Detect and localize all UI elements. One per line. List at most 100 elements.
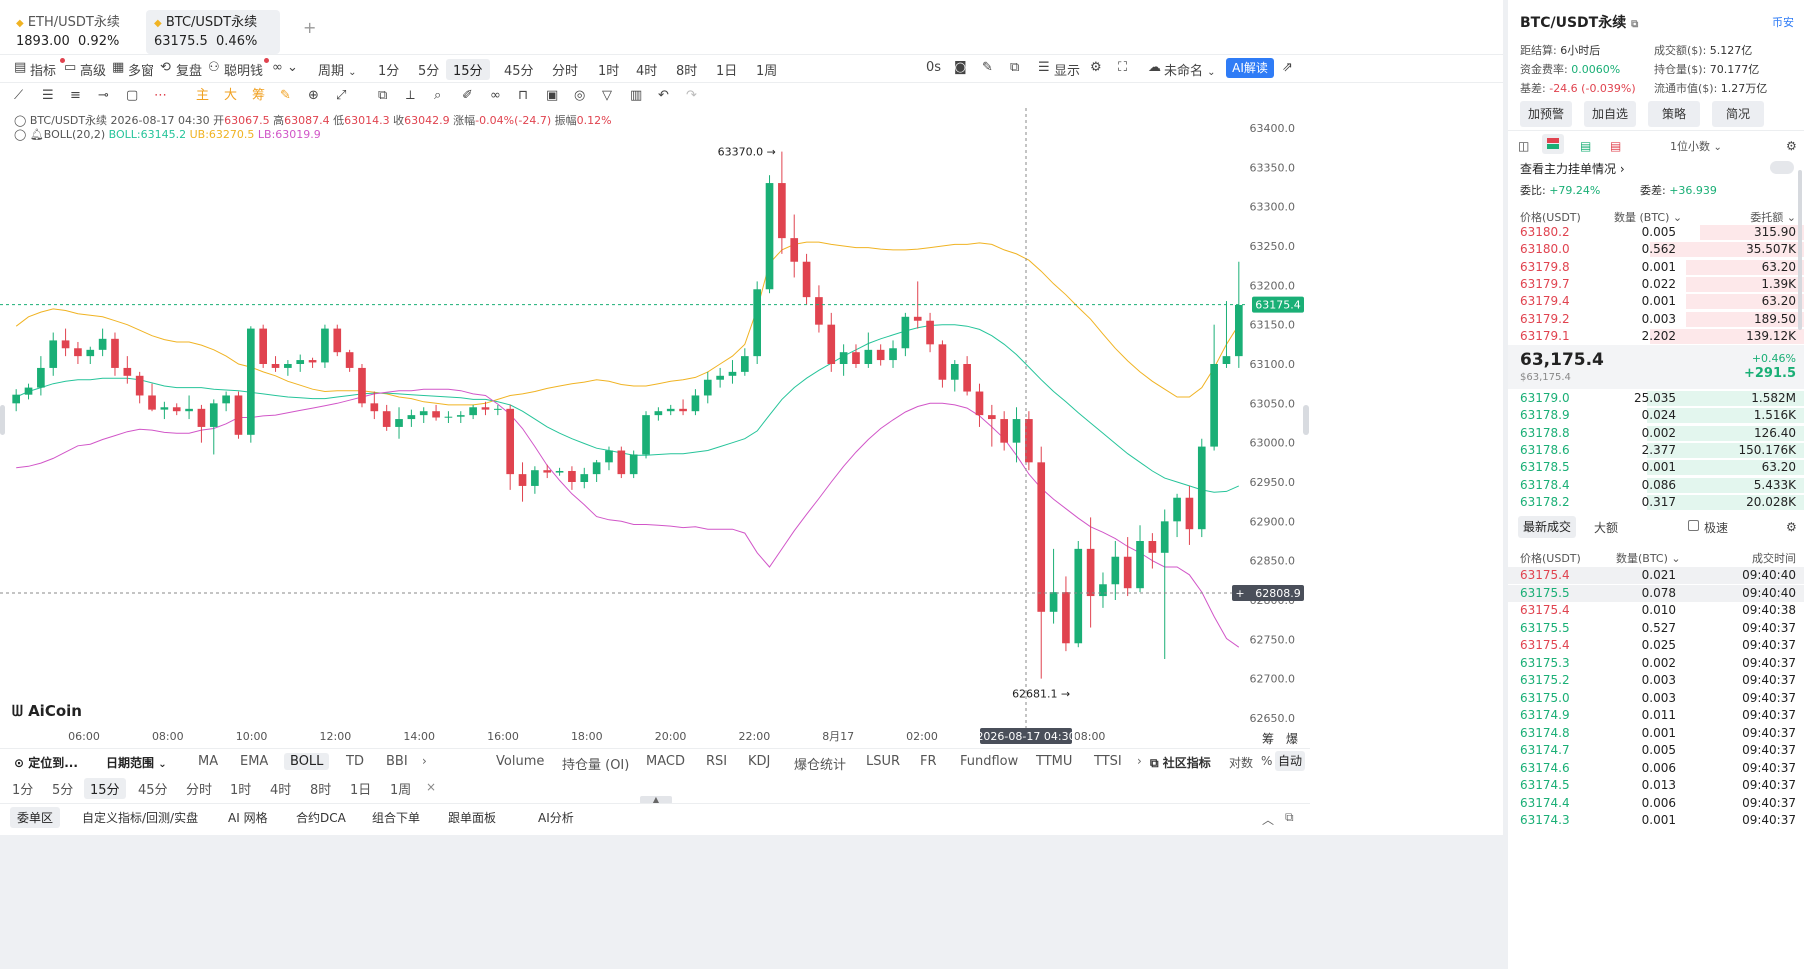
decimal-select[interactable]: 1位小数 ⌄ (1670, 138, 1722, 154)
period-row-9[interactable]: 1周 (390, 783, 412, 798)
ask-row[interactable]: 63179.1 2.202 139.12K (1508, 328, 1804, 345)
period-row-4[interactable]: 分时 (186, 783, 213, 798)
edit-icon[interactable]: ✎ (280, 88, 291, 103)
zoom-icon[interactable]: ⌕ (434, 88, 442, 103)
depth-link[interactable]: 查看主力挂单情况 › (1520, 162, 1625, 176)
ask-row[interactable]: 63179.7 0.022 1.39K (1508, 276, 1804, 293)
trade-header-qty[interactable]: 数量(BTC) ⌄ (1616, 552, 1681, 565)
close-period-row-icon[interactable]: × (426, 780, 437, 794)
period-row-7[interactable]: 8时 (310, 783, 332, 798)
ask-row[interactable]: 63179.2 0.003 189.50 (1508, 311, 1804, 328)
log-scale-toggle[interactable]: 对数 (1229, 756, 1254, 770)
period-row-6[interactable]: 4时 (270, 783, 292, 798)
period-6[interactable]: 4时 (636, 64, 658, 79)
fullscreen-icon[interactable]: ⛶ (1118, 60, 1128, 75)
toolbar-display[interactable]: 显示 (1054, 64, 1081, 79)
sub-indicator-3[interactable]: RSI (706, 754, 728, 769)
copy-icon[interactable]: ⧉ (378, 88, 388, 103)
bid-row[interactable]: 63178.9 0.024 1.516K (1508, 407, 1804, 424)
period-row-3[interactable]: 45分 (138, 783, 168, 798)
candlestick-chart[interactable]: 63400.0 63350.0 63300.0 63250.0 63200.0 63150… (0, 108, 1310, 748)
popout-icon[interactable]: ⧉ (1285, 810, 1294, 824)
link-icon[interactable]: ∞ (490, 88, 501, 103)
cloud-icon[interactable]: ☁ (1148, 60, 1161, 75)
period-8[interactable]: 1日 (716, 64, 738, 79)
period-3[interactable]: 45分 (504, 64, 534, 79)
settings-icon[interactable]: ⚙ (1786, 520, 1797, 534)
eye-icon[interactable]: ◎ (574, 88, 586, 103)
orderbook-both-icon[interactable] (1542, 134, 1564, 154)
infinity-icon[interactable]: ∞ ⌄ (272, 60, 298, 75)
rectangle-icon[interactable]: ▢ (126, 88, 139, 103)
tool-chip[interactable]: 筹 (252, 88, 266, 103)
fast-mode-checkbox[interactable] (1688, 520, 1699, 531)
sub-indicator-1[interactable]: 持仓量 (OI) (562, 758, 630, 773)
settings-icon[interactable]: ⚙ (1090, 60, 1102, 75)
bid-row[interactable]: 63178.2 0.317 20.028K (1508, 494, 1804, 511)
scrollbar[interactable] (1798, 170, 1802, 330)
chip-label[interactable]: 筹 (1262, 732, 1275, 746)
more-sub-icon[interactable]: › (1137, 754, 1142, 768)
copy-icon[interactable]: ⧉ (1631, 19, 1639, 30)
toolbar-smart-money[interactable]: 聪明钱 (224, 64, 264, 79)
tool-main[interactable]: 主 (196, 88, 210, 103)
ai-interpret-button[interactable]: AI解读 (1226, 58, 1274, 78)
orderbook-bids-icon[interactable]: ▤ (1580, 139, 1592, 153)
orderbook-asks-icon[interactable]: ▤ (1610, 139, 1622, 153)
fib-icon[interactable]: ≡ (70, 88, 81, 103)
parallel-lines-icon[interactable]: ☰ (42, 88, 54, 103)
legend-toggle-icon[interactable]: ◯ (14, 114, 27, 127)
bid-row[interactable]: 63178.8 0.002 126.40 (1508, 425, 1804, 442)
ob-header-qty[interactable]: 数量 (BTC) ⌄ (1614, 211, 1683, 224)
display-icon[interactable]: ☰ (1038, 60, 1050, 75)
multi-window-icon[interactable]: ▦ (112, 60, 125, 75)
toolbar-indicators[interactable]: 指标 (30, 64, 57, 79)
sub-indicator-2[interactable]: MACD (646, 754, 685, 769)
toolbar-replay[interactable]: 复盘 (176, 64, 203, 79)
indicator-icon[interactable]: ▤ (14, 60, 27, 75)
add-tab-icon[interactable]: + (303, 18, 317, 37)
lock-icon[interactable]: ⊓ (518, 88, 529, 103)
replay-icon[interactable]: ⟲ (160, 60, 171, 75)
expand-handle-icon[interactable]: ▲ (640, 796, 672, 804)
period-row-5[interactable]: 1时 (230, 783, 252, 798)
more-tools-icon[interactable]: ⋯ (154, 88, 167, 103)
sub-indicator-0[interactable]: Volume (496, 754, 545, 769)
bottom-tab-0[interactable]: 委单区 (10, 807, 61, 828)
period-5[interactable]: 1时 (598, 64, 620, 79)
sub-indicator-9[interactable]: TTMU (1036, 754, 1073, 769)
sub-indicator-8[interactable]: Fundflow (960, 754, 1019, 769)
indicator-2[interactable]: BOLL (284, 753, 330, 770)
export-icon[interactable]: ⧉ (1010, 60, 1020, 75)
period-7[interactable]: 8时 (676, 64, 698, 79)
collapse-handle[interactable] (1303, 405, 1309, 435)
sub-indicator-7[interactable]: FR (920, 754, 937, 769)
trash-icon[interactable]: ▥ (630, 88, 643, 103)
bid-row[interactable]: 63178.5 0.001 63.20 (1508, 459, 1804, 476)
toolbar-period-select[interactable]: 周期 ⌄ (318, 60, 357, 79)
smart-money-icon[interactable]: ⚇ (208, 60, 220, 75)
sub-indicator-10[interactable]: TTSI (1094, 754, 1122, 769)
sub-indicator-5[interactable]: 爆仓统计 (794, 758, 847, 773)
locate-button[interactable]: ⊙ 定位到... (14, 754, 78, 771)
bottom-tab-3[interactable]: 合约DCA (296, 811, 346, 825)
ask-row[interactable]: 63180.0 0.562 35.507K (1508, 241, 1804, 258)
liq-label[interactable]: 爆 (1286, 732, 1299, 746)
auto-scale-toggle[interactable]: 自动 (1275, 751, 1305, 771)
depth-toggle[interactable] (1770, 161, 1794, 174)
magnet-icon[interactable]: ⊕ (308, 88, 319, 103)
period-row-1[interactable]: 5分 (52, 783, 74, 798)
sub-indicator-6[interactable]: LSUR (866, 754, 901, 769)
period-row-8[interactable]: 1日 (350, 783, 372, 798)
period-1[interactable]: 5分 (418, 64, 440, 79)
left-collapse-handle[interactable] (0, 405, 5, 435)
bid-row[interactable]: 63179.0 25.035 1.582M (1508, 390, 1804, 407)
more-indicators-icon[interactable]: › (422, 754, 427, 768)
period-2[interactable]: 15分 (446, 59, 490, 80)
ob-header-amt[interactable]: 委托额 ⌄ (1750, 211, 1796, 224)
legend-toggle-icon[interactable]: ◯ (14, 128, 27, 141)
ask-row[interactable]: 63180.2 0.005 315.90 (1508, 224, 1804, 241)
template-icon[interactable]: ▣ (546, 88, 559, 103)
tab-large-trades[interactable]: 大额 (1594, 521, 1619, 535)
period-row-0[interactable]: 1分 (12, 783, 34, 798)
